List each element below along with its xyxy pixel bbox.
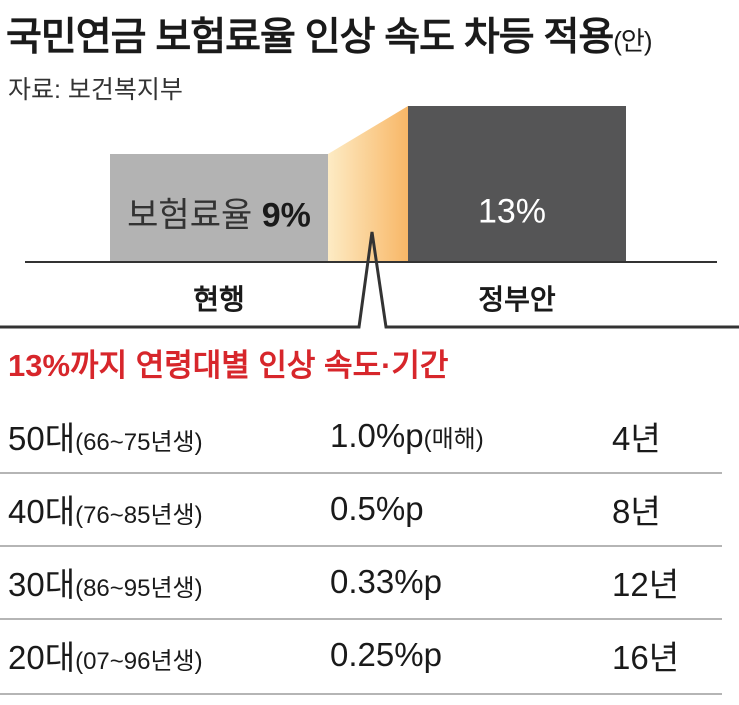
- category-proposal: 정부안: [478, 284, 556, 315]
- bar-proposal: [408, 106, 626, 262]
- row-generation: (66~75년생): [75, 429, 203, 456]
- table-row: 50대(66~75년생) 1.0%p(매해) 4년: [0, 400, 722, 472]
- row-rate: 0.25%p: [330, 636, 442, 673]
- transition-band: [328, 106, 408, 262]
- row-rate: 1.0%p: [330, 417, 424, 454]
- row-age: 50대: [8, 420, 76, 457]
- row-generation: (07~96년생): [75, 648, 203, 675]
- table-row: 20대(07~96년생) 0.25%p 16년: [0, 619, 722, 691]
- chart-title-suffix: (안): [613, 26, 652, 56]
- row-period: 16년: [612, 639, 680, 676]
- chart-title: 국민연금 보험료율 인상 속도 차등 적용(안): [6, 6, 653, 62]
- row-divider: [0, 472, 722, 474]
- category-current: 현행: [193, 284, 245, 315]
- row-age: 40대: [8, 493, 76, 530]
- row-age: 20대: [8, 639, 76, 676]
- row-generation: (86~95년생): [75, 575, 203, 602]
- row-divider: [0, 618, 722, 620]
- row-rate-note: (매해): [423, 426, 484, 453]
- row-generation: (76~85년생): [75, 502, 203, 529]
- table-row: 40대(76~85년생) 0.5%p 8년: [0, 473, 722, 545]
- bar-current-label: 보험료율 9%: [127, 188, 311, 237]
- bar-current: [110, 154, 328, 262]
- table-row: 30대(86~95년생) 0.33%p 12년: [0, 546, 722, 618]
- row-divider: [0, 693, 722, 695]
- row-period: 8년: [612, 493, 661, 530]
- bar-chart: [0, 106, 739, 329]
- bar-current-prefix: 보험료율: [127, 196, 253, 235]
- chart-title-main: 국민연금 보험료율 인상 속도 차등 적용: [6, 16, 614, 59]
- row-rate: 0.5%p: [330, 490, 424, 527]
- row-period: 12년: [612, 566, 680, 603]
- row-age: 30대: [8, 566, 76, 603]
- bar-current-value: 9%: [261, 196, 311, 235]
- callout-divider: [0, 231, 739, 329]
- row-divider: [0, 545, 722, 547]
- bar-proposal-value: 13%: [477, 192, 547, 231]
- row-rate: 0.33%p: [330, 563, 442, 600]
- table-title: 13%까지 연령대별 인상 속도·기간: [8, 348, 449, 383]
- row-period: 4년: [612, 420, 661, 457]
- source-note: 자료: 보건복지부: [8, 76, 183, 104]
